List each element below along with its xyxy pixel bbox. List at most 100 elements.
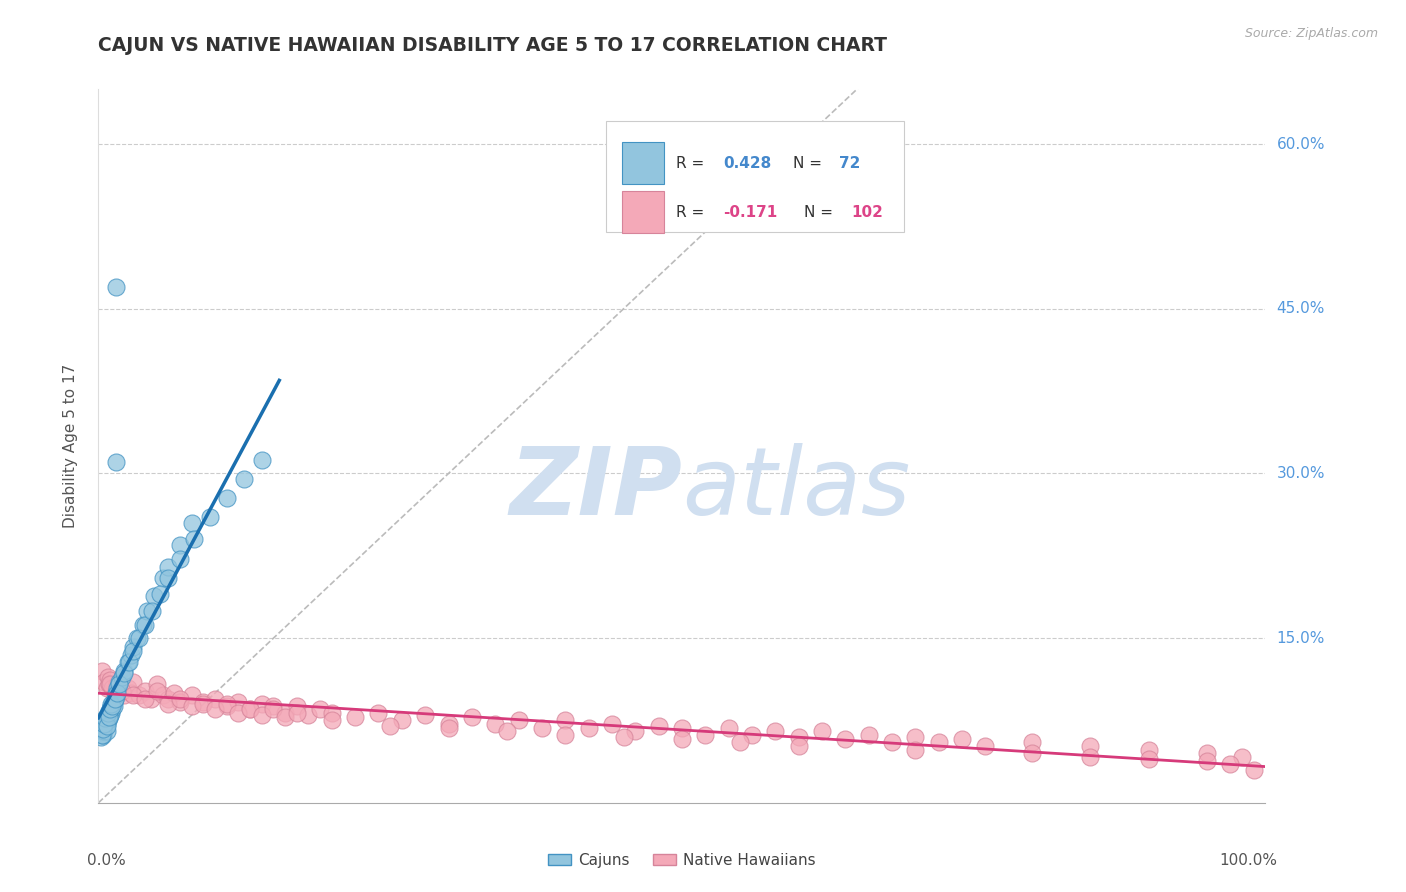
Point [950, 732, 973, 747]
Point [193, 697, 215, 711]
Point [200, 510, 222, 524]
Point [613, 730, 636, 744]
Text: CAJUN VS NATIVE HAWAIIAN DISABILITY AGE 5 TO 17 CORRELATION CHART: CAJUN VS NATIVE HAWAIIAN DISABILITY AGE … [98, 36, 887, 54]
Point [344, 710, 367, 724]
Text: Source: ZipAtlas.com: Source: ZipAtlas.com [1244, 27, 1378, 40]
Point [111, 669, 134, 683]
Point [111, 683, 134, 698]
Point [122, 644, 145, 658]
Point [104, 686, 127, 700]
Point [787, 739, 810, 753]
Point [104, 691, 127, 706]
Point [120, 686, 142, 700]
Point [928, 735, 950, 749]
Point [112, 666, 135, 681]
Point [97, 711, 120, 725]
Point [96, 716, 118, 731]
Point [93, 675, 115, 690]
Point [149, 587, 172, 601]
Point [146, 677, 169, 691]
Point [262, 702, 284, 716]
Point [321, 706, 343, 720]
Point [671, 721, 693, 735]
Point [1195, 747, 1218, 761]
Point [180, 688, 202, 702]
Point [1219, 757, 1241, 772]
Point [437, 716, 460, 731]
Point [250, 697, 273, 711]
Point [228, 695, 250, 709]
Point [321, 714, 343, 728]
FancyBboxPatch shape [623, 191, 665, 233]
Point [104, 688, 127, 702]
Point [508, 714, 530, 728]
Point [101, 702, 124, 716]
Point [730, 735, 752, 749]
Point [215, 699, 238, 714]
Point [118, 655, 141, 669]
Point [1080, 739, 1102, 753]
Point [136, 604, 159, 618]
Point [157, 559, 180, 574]
Point [128, 631, 150, 645]
Point [239, 702, 262, 716]
Point [96, 719, 118, 733]
Y-axis label: Disability Age 5 to 17: Disability Age 5 to 17 [63, 364, 77, 528]
FancyBboxPatch shape [623, 143, 665, 185]
Point [204, 691, 226, 706]
Point [285, 699, 308, 714]
Point [180, 516, 202, 530]
Point [98, 673, 121, 687]
Point [98, 677, 121, 691]
Point [380, 719, 402, 733]
Point [105, 677, 128, 691]
Point [834, 732, 856, 747]
Point [741, 728, 763, 742]
Point [97, 706, 120, 720]
Point [1021, 747, 1043, 761]
Point [125, 631, 148, 645]
Point [157, 697, 180, 711]
Point [96, 710, 118, 724]
Point [101, 699, 124, 714]
Point [134, 691, 156, 706]
Text: 0.0%: 0.0% [87, 853, 125, 868]
Point [122, 675, 145, 690]
Point [169, 695, 191, 709]
Text: ZIP: ZIP [509, 442, 682, 535]
Point [858, 728, 880, 742]
Point [578, 721, 600, 735]
Point [91, 728, 114, 742]
Point [111, 669, 134, 683]
Point [554, 714, 576, 728]
Text: -0.171: -0.171 [723, 204, 778, 219]
Point [112, 664, 135, 678]
Point [717, 721, 740, 735]
Point [250, 453, 273, 467]
Point [97, 714, 120, 728]
Point [146, 683, 169, 698]
Text: 45.0%: 45.0% [1277, 301, 1324, 317]
Point [233, 472, 256, 486]
Point [391, 714, 413, 728]
Point [215, 491, 238, 505]
Point [134, 618, 156, 632]
Point [90, 721, 112, 735]
Text: 30.0%: 30.0% [1277, 466, 1324, 481]
Point [105, 686, 128, 700]
Point [169, 691, 191, 706]
Point [228, 706, 250, 720]
Point [496, 724, 519, 739]
Point [437, 721, 460, 735]
Text: 102: 102 [851, 204, 883, 219]
Point [811, 724, 834, 739]
Point [108, 683, 131, 698]
Point [763, 724, 786, 739]
Point [97, 710, 120, 724]
FancyBboxPatch shape [606, 121, 904, 232]
Point [100, 699, 122, 714]
Point [367, 706, 389, 720]
Point [274, 706, 297, 720]
Point [461, 710, 484, 724]
Point [647, 719, 669, 733]
